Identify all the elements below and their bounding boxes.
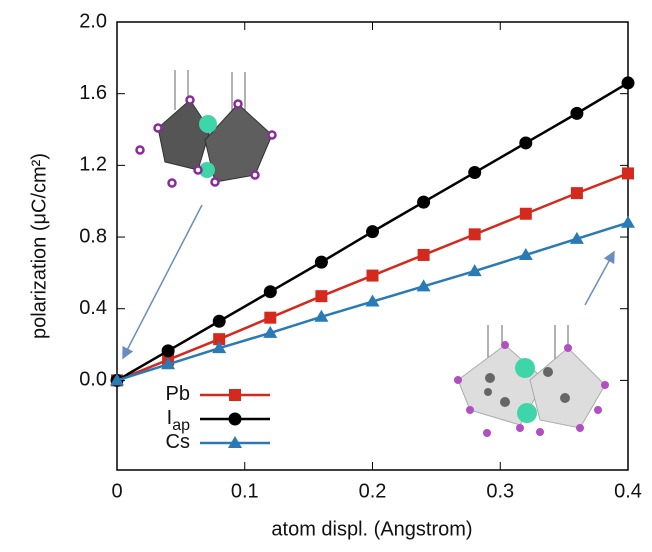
marker — [621, 216, 635, 228]
structure-illustration — [454, 325, 609, 437]
marker — [468, 166, 481, 179]
marker — [469, 228, 481, 240]
x-tick-label: 0.3 — [486, 480, 514, 502]
marker — [162, 344, 175, 357]
marker — [229, 389, 241, 401]
legend-label: Iap — [167, 407, 190, 434]
y-tick-label: 2.0 — [79, 10, 107, 32]
marker — [229, 413, 242, 426]
y-tick-label: 1.2 — [79, 154, 107, 176]
marker — [622, 76, 635, 89]
marker — [366, 225, 379, 238]
legend-label: Pb — [166, 383, 190, 405]
y-tick-label: 0.4 — [79, 297, 107, 319]
x-tick-label: 0.2 — [359, 480, 387, 502]
arrow — [585, 252, 614, 305]
y-tick-label: 0.0 — [79, 369, 107, 391]
chart: atom displ. (Angstrom) polarization (μC/… — [0, 0, 652, 552]
x-tick-label: 0.1 — [231, 480, 259, 502]
marker — [622, 167, 634, 179]
marker — [520, 208, 532, 220]
marker — [570, 107, 583, 120]
y-tick-label: 0.8 — [79, 225, 107, 247]
y-tick-label: 1.6 — [79, 82, 107, 104]
x-tick-label: 0.4 — [614, 480, 642, 502]
marker — [418, 249, 430, 261]
x-axis-label: atom displ. (Angstrom) — [271, 518, 472, 540]
marker — [519, 136, 532, 149]
marker — [213, 315, 226, 328]
legend-label: Cs — [166, 431, 190, 453]
marker — [315, 256, 328, 269]
legend-label: Pb — [166, 383, 190, 405]
structure-illustration — [137, 70, 276, 187]
marker — [264, 312, 276, 324]
marker — [417, 196, 430, 209]
marker — [571, 187, 583, 199]
marker — [264, 285, 277, 298]
marker — [315, 290, 327, 302]
marker — [367, 270, 379, 282]
y-axis-label: polarization (μC/cm²) — [28, 153, 50, 339]
page: {"chart_data": {"type": "line", "xlabel"… — [0, 0, 652, 552]
legend-label: Cs — [166, 431, 190, 453]
arrow — [123, 205, 202, 358]
x-tick-label: 0 — [111, 480, 122, 502]
